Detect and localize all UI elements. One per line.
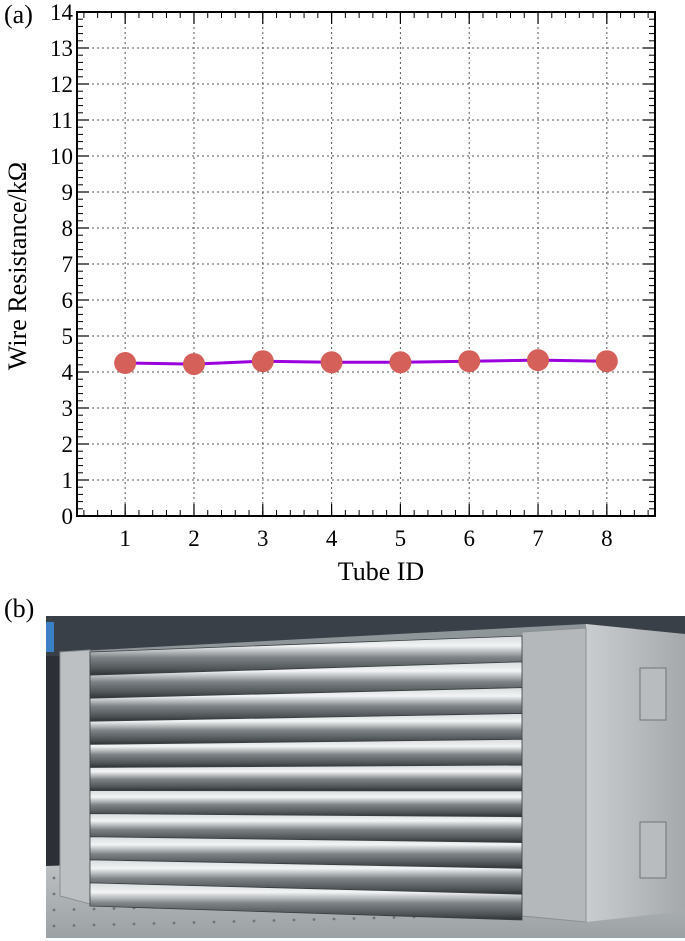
box-left-plate bbox=[59, 649, 91, 905]
y-tick-label: 5 bbox=[62, 324, 74, 349]
table-hole bbox=[72, 924, 76, 927]
table-hole bbox=[192, 921, 196, 924]
y-tick-label: 0 bbox=[62, 504, 74, 529]
box-right-side bbox=[586, 624, 685, 922]
tube bbox=[89, 738, 523, 768]
data-point bbox=[114, 352, 137, 374]
tube bbox=[89, 882, 523, 921]
table-hole bbox=[332, 917, 336, 921]
table-hole bbox=[352, 917, 356, 920]
y-tick-label: 12 bbox=[50, 72, 73, 97]
table-hole bbox=[52, 892, 56, 896]
tube bbox=[89, 764, 523, 792]
table-hole bbox=[252, 919, 256, 923]
data-point bbox=[320, 351, 343, 374]
table-hole bbox=[212, 920, 216, 924]
data-point bbox=[527, 349, 550, 372]
y-tick-label: 14 bbox=[50, 0, 74, 25]
x-tick-label: 8 bbox=[601, 526, 613, 551]
table-hole bbox=[52, 924, 56, 928]
table-hole bbox=[312, 918, 316, 921]
y-tick-label: 6 bbox=[62, 288, 74, 313]
x-tick-label: 3 bbox=[257, 526, 269, 551]
panel-label-a: (a) bbox=[4, 0, 33, 29]
x-tick-label: 7 bbox=[532, 526, 544, 551]
box-right-plate bbox=[521, 627, 587, 923]
grid-lines bbox=[77, 12, 655, 516]
table-hole bbox=[72, 908, 76, 911]
y-tick-label: 2 bbox=[62, 432, 74, 457]
table-hole bbox=[52, 876, 56, 880]
table-hole bbox=[292, 918, 296, 922]
connector-bottom bbox=[639, 821, 667, 879]
series-line bbox=[125, 358, 607, 366]
x-axis-label: Tube ID bbox=[338, 557, 424, 586]
table-hole bbox=[392, 916, 396, 919]
y-axis-label: Wire Resistance/kΩ bbox=[3, 162, 32, 370]
table-hole bbox=[132, 922, 136, 926]
table-hole bbox=[52, 908, 56, 912]
data-point bbox=[389, 351, 412, 374]
series-layer bbox=[114, 349, 618, 376]
y-tick-label: 3 bbox=[62, 396, 74, 421]
y-tick-label: 8 bbox=[62, 216, 74, 241]
table-hole bbox=[92, 907, 96, 911]
data-point bbox=[182, 353, 205, 376]
data-point bbox=[251, 350, 274, 373]
panel-label-b: (b) bbox=[4, 594, 35, 623]
x-tick-label: 2 bbox=[188, 526, 200, 551]
y-tick-label: 10 bbox=[50, 144, 73, 169]
x-tick-label: 1 bbox=[119, 526, 131, 551]
table-hole bbox=[92, 923, 96, 927]
data-point bbox=[595, 350, 618, 373]
table-hole bbox=[272, 919, 276, 922]
x-tick-label: 5 bbox=[395, 526, 407, 551]
table-hole bbox=[372, 916, 376, 920]
table-hole bbox=[172, 921, 176, 925]
table-hole bbox=[152, 922, 156, 925]
y-tick-label: 4 bbox=[62, 360, 74, 385]
y-tick-label: 9 bbox=[62, 180, 74, 205]
x-tick-label: 4 bbox=[326, 526, 338, 551]
table-hole bbox=[112, 907, 116, 910]
x-tick-label: 6 bbox=[463, 526, 475, 551]
connector-top bbox=[639, 667, 667, 721]
blue-pipe bbox=[46, 622, 54, 652]
y-tick-label: 7 bbox=[62, 252, 74, 277]
tube bbox=[89, 790, 523, 818]
y-tick-label: 13 bbox=[50, 36, 73, 61]
plot-frame bbox=[76, 11, 656, 517]
data-point bbox=[458, 350, 481, 373]
y-tick-label: 1 bbox=[62, 468, 74, 493]
tube-stack bbox=[89, 635, 523, 921]
table-hole bbox=[232, 920, 236, 923]
table-hole bbox=[112, 923, 116, 926]
detector-photo bbox=[46, 616, 685, 938]
y-tick-label: 11 bbox=[51, 108, 73, 133]
